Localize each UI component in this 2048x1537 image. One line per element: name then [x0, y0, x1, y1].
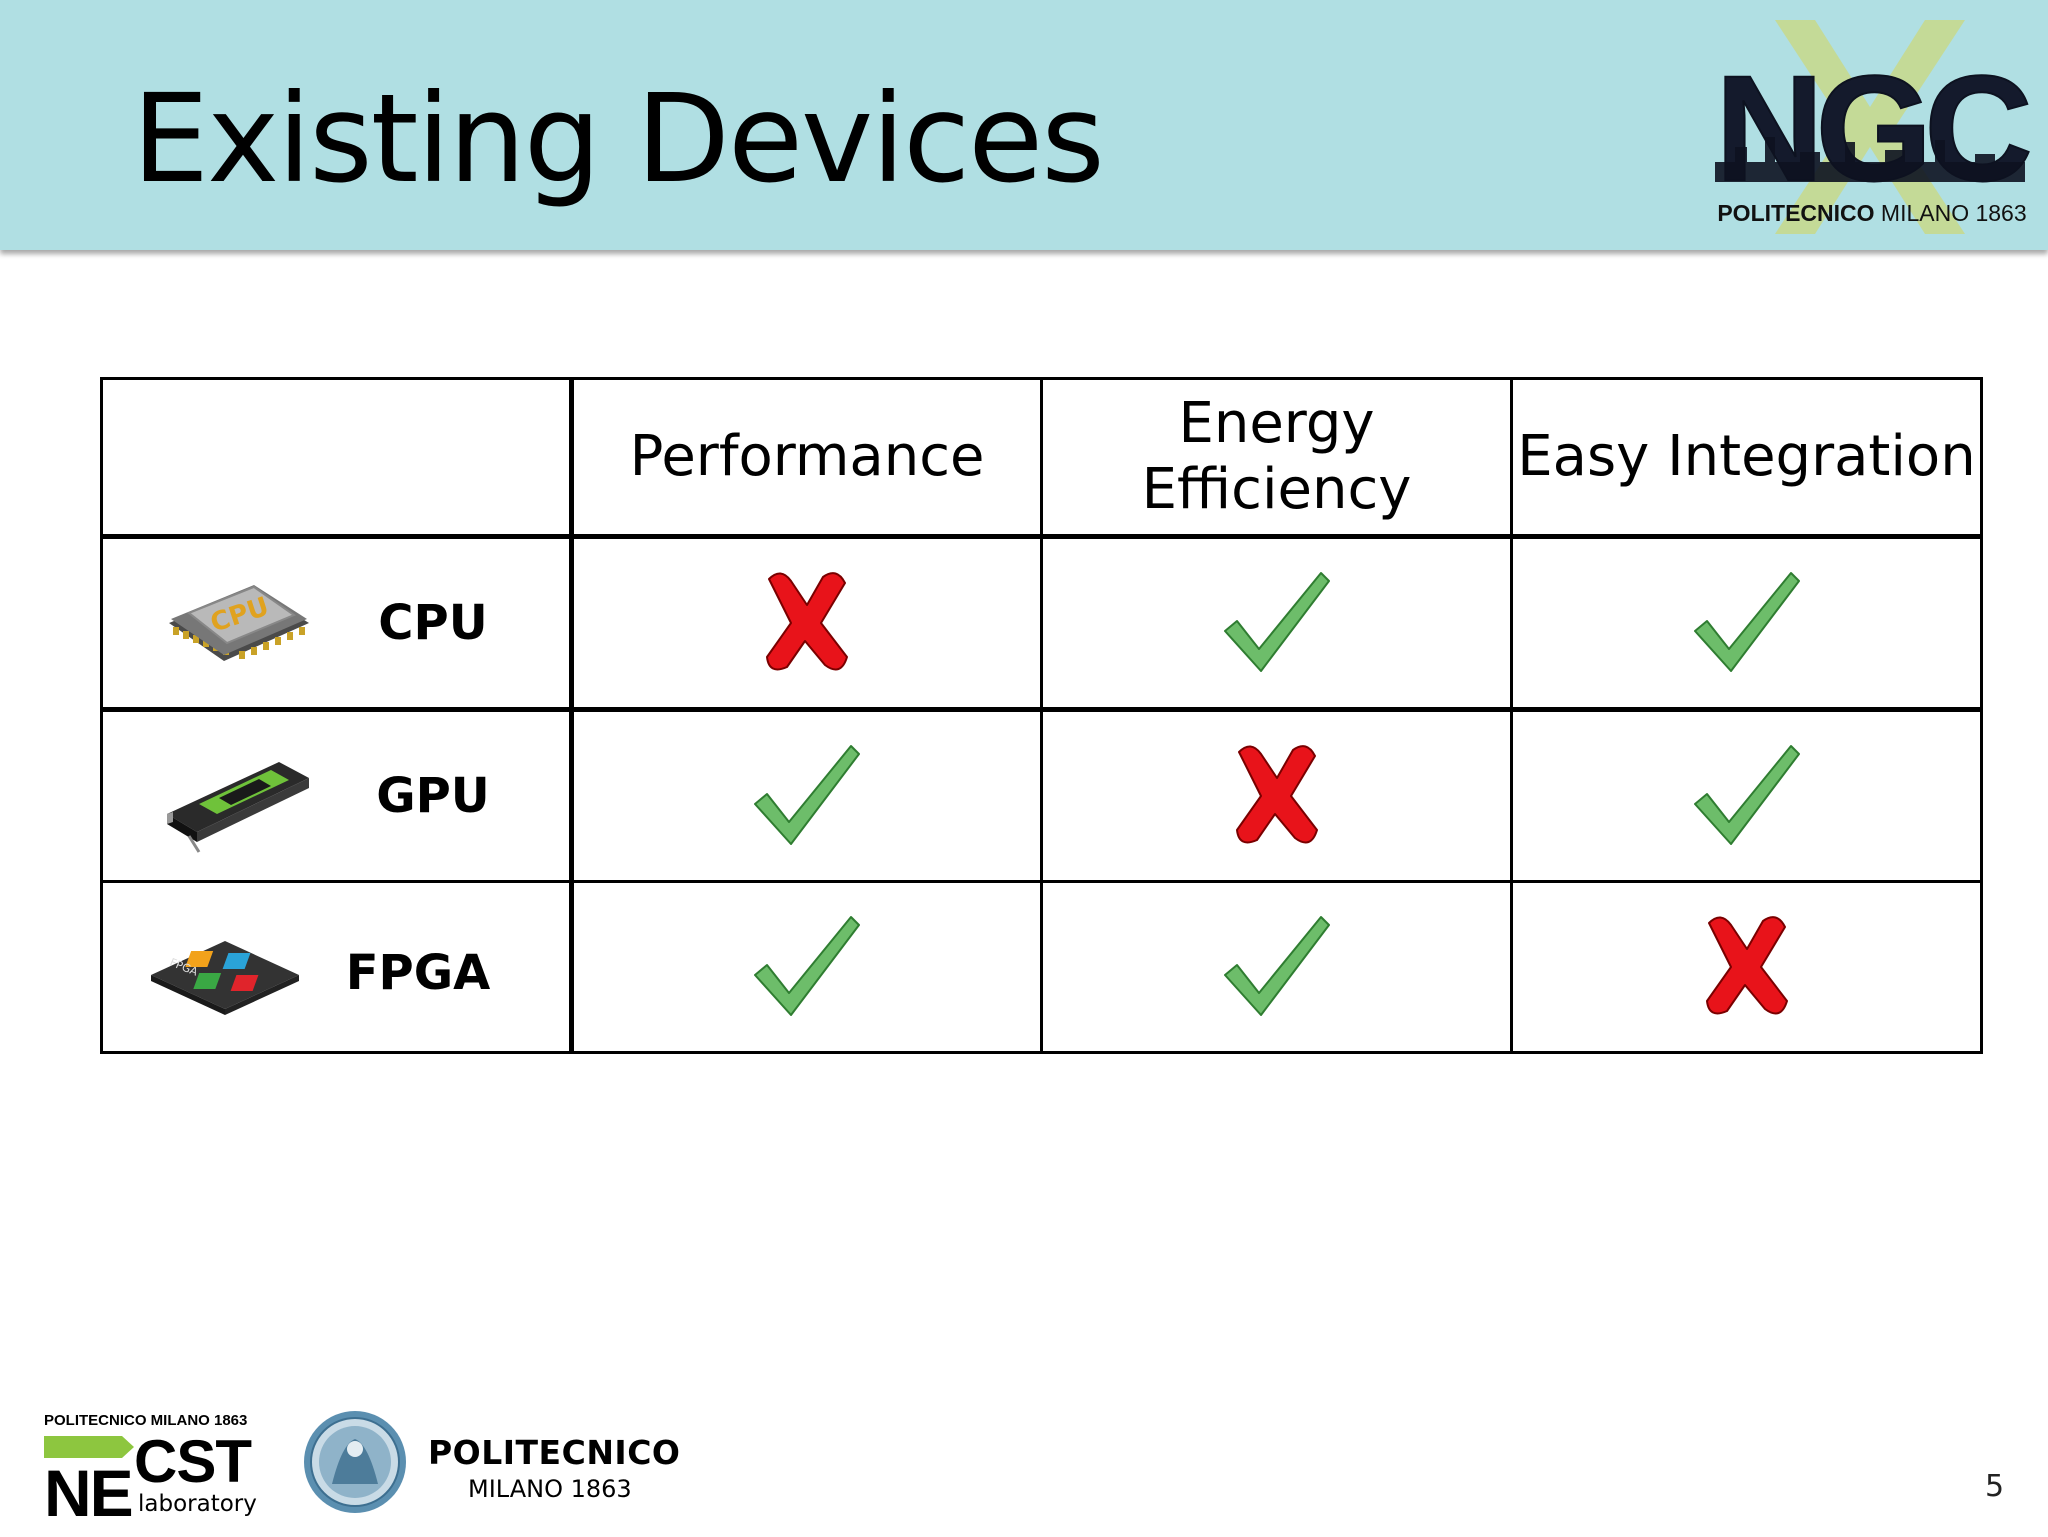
mark-cell: [1510, 535, 1983, 712]
gpu-card-icon: [167, 762, 309, 853]
column-header-easy-integration: Easy Integration: [1510, 377, 1983, 539]
ngc-caption-bold: POLITECNICO: [1717, 200, 1875, 226]
check-icon: [754, 916, 860, 1016]
polimi-subtitle: MILANO 1863: [468, 1475, 632, 1503]
check-icon: [1693, 745, 1800, 845]
check-mark: [1223, 572, 1330, 672]
polimi-name: POLITECNICO: [428, 1433, 681, 1472]
table-row: CPU CPU: [100, 535, 1983, 712]
slide-title: Existing Devices: [132, 68, 1105, 210]
mark-cell: [570, 535, 1043, 712]
check-mark: [754, 916, 860, 1016]
column-label: Energy Efficiency: [1141, 391, 1412, 522]
table-header-row: Performance Energy Efficiency Easy Integ…: [100, 377, 1983, 539]
cross-icon: [1235, 745, 1318, 844]
column-header-energy-efficiency: Energy Efficiency: [1040, 377, 1513, 539]
cross-icon: [1705, 916, 1788, 1015]
table-row: FPGA FPGA: [100, 880, 1983, 1054]
cross-icon: [766, 572, 848, 671]
mark-cell: [570, 708, 1043, 883]
necst-cst-text: CST: [134, 1428, 252, 1495]
row-header-cpu: CPU CPU: [100, 535, 574, 712]
page-number: 5: [1985, 1469, 2005, 1504]
necst-ne-text: NE: [44, 1456, 134, 1530]
check-mark: [1693, 572, 1800, 672]
comparison-table: Performance Energy Efficiency Easy Integ…: [100, 377, 1983, 1054]
row-header-gpu: GPU: [100, 708, 574, 883]
device-label: CPU: [378, 595, 488, 651]
necst-top-text: POLITECNICO MILANO 1863: [44, 1412, 248, 1429]
polimi-seal-icon: [304, 1411, 406, 1513]
column-label: Easy Integration: [1517, 424, 1976, 489]
device-label: GPU: [376, 768, 490, 824]
necst-green-bar-icon: [44, 1436, 134, 1458]
mark-cell: [1040, 708, 1513, 883]
ngc-caption-rest: MILANO 1863: [1874, 200, 2027, 226]
mark-cell: [1510, 880, 1983, 1054]
check-mark: [1223, 916, 1330, 1016]
check-icon: [1223, 572, 1330, 672]
table-row: GPU: [100, 708, 1983, 883]
check-icon: [1223, 916, 1330, 1016]
ngc-logo: NGC: [1714, 20, 2035, 234]
row-header-fpga: FPGA FPGA: [100, 880, 574, 1054]
check-mark: [754, 745, 860, 845]
fpga-chip-icon: FPGA: [151, 941, 299, 1015]
ngc-caption: POLITECNICO MILANO 1863: [1712, 200, 2032, 227]
cross-mark: [1235, 745, 1318, 844]
slide-header: [0, 0, 2048, 250]
check-icon: [1693, 572, 1800, 672]
necst-lab-text: laboratory: [138, 1491, 257, 1517]
column-header-performance: Performance: [570, 377, 1043, 539]
cross-mark: [1705, 916, 1788, 1015]
mark-cell: [1040, 535, 1513, 712]
check-mark: [1693, 745, 1800, 845]
table-corner-cell: [100, 377, 574, 539]
mark-cell: [1510, 708, 1983, 883]
column-label: Performance: [629, 424, 985, 489]
ngc-logo-text: NGC: [1715, 44, 2029, 212]
mark-cell: [570, 880, 1043, 1054]
mark-cell: [1040, 880, 1513, 1054]
device-label: FPGA: [345, 945, 491, 1001]
cross-mark: [766, 572, 848, 671]
check-icon: [754, 745, 860, 845]
cpu-chip-icon: CPU: [169, 585, 309, 661]
